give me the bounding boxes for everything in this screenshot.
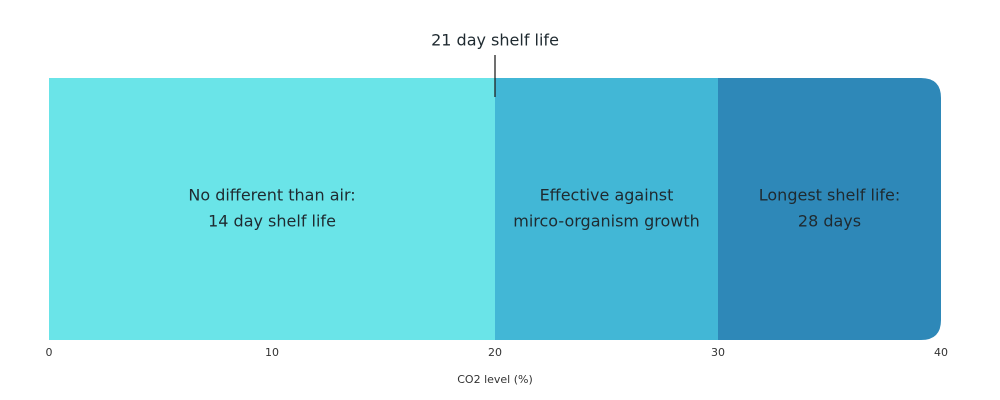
segment-label: 14 day shelf life: [208, 212, 336, 231]
x-tick-label: 30: [711, 346, 725, 359]
segment: [49, 78, 495, 340]
x-tick-label: 20: [488, 346, 502, 359]
segment-label: Effective against: [540, 186, 674, 205]
segment: [495, 78, 718, 340]
segment-label: No different than air:: [188, 186, 355, 205]
annotation-text: 21 day shelf life: [431, 31, 559, 50]
segment-label: Longest shelf life:: [759, 186, 901, 205]
x-tick-label: 10: [265, 346, 279, 359]
x-axis-label: CO2 level (%): [457, 373, 533, 386]
segment-label: mirco-organism growth: [513, 212, 700, 231]
x-tick-label: 40: [934, 346, 948, 359]
segment: [718, 78, 941, 340]
segment-label: 28 days: [798, 212, 861, 231]
x-tick-label: 0: [46, 346, 53, 359]
